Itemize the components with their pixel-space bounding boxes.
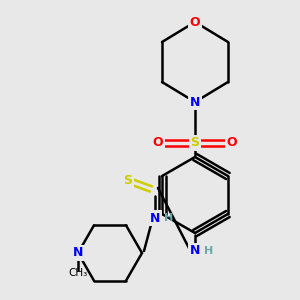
Text: H: H bbox=[204, 246, 214, 256]
Text: N: N bbox=[190, 95, 200, 109]
Text: N: N bbox=[190, 244, 200, 257]
Text: CH₃: CH₃ bbox=[68, 268, 88, 278]
Text: O: O bbox=[227, 136, 237, 149]
Text: H: H bbox=[164, 213, 174, 223]
Text: N: N bbox=[73, 247, 83, 260]
Text: O: O bbox=[153, 136, 163, 149]
Text: S: S bbox=[190, 136, 200, 149]
Text: N: N bbox=[150, 212, 160, 224]
Text: S: S bbox=[124, 173, 133, 187]
Text: O: O bbox=[190, 16, 200, 28]
